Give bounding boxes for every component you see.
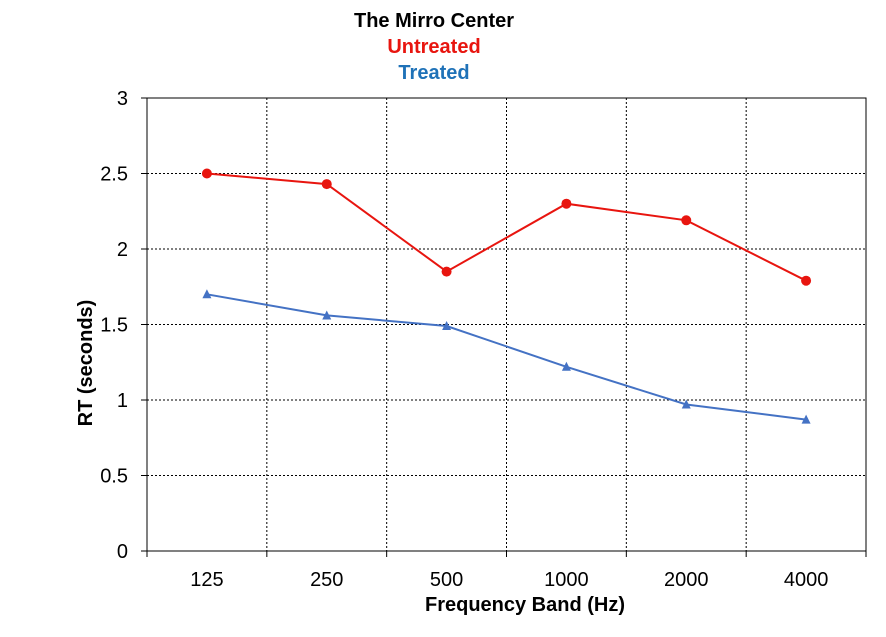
grid-layer (147, 98, 866, 551)
point-treated (561, 361, 571, 371)
point-untreated (681, 215, 692, 226)
point-untreated (201, 168, 212, 179)
point-treated (442, 321, 452, 331)
y-tick-label: 2 (117, 239, 128, 261)
point-treated (681, 399, 691, 409)
point-treated (322, 310, 332, 320)
y-axis-label: RT (seconds) (75, 300, 97, 427)
x-tick-label: 250 (310, 569, 343, 591)
y-tick-label: 0 (117, 541, 128, 563)
x-tick-label: 500 (430, 569, 463, 591)
y-tick-label: 1 (117, 390, 128, 412)
point-treated (202, 289, 212, 299)
point-untreated (441, 266, 452, 277)
series-line-treated (206, 293, 807, 421)
point-treated (801, 414, 811, 424)
axis-layer (141, 97, 867, 557)
y-tick-label: 0.5 (100, 466, 128, 488)
legend-untreated: Untreated (387, 36, 481, 58)
point-untreated (561, 198, 572, 209)
series-line-untreated (206, 172, 807, 282)
chart-title-block: The Mirro Center Untreated Treated (0, 8, 868, 86)
legend-treated: Treated (398, 62, 470, 84)
label-layer: 0 0.5 1 1.5 2 2.5 3 125 250 500 1000 2000 4000 (100, 88, 828, 591)
chart-title: The Mirro Center (353, 10, 515, 32)
y-tick-label: 2.5 (100, 164, 128, 186)
y-tick-label: 1.5 (100, 315, 128, 337)
y-tick-label: 3 (117, 88, 128, 110)
x-tick-label: 2000 (664, 569, 709, 591)
point-untreated (801, 275, 812, 286)
x-tick-label: 4000 (784, 569, 829, 591)
point-untreated (321, 179, 332, 190)
series-layer (201, 168, 812, 424)
x-tick-label: 125 (190, 569, 223, 591)
x-tick-label: 1000 (544, 569, 589, 591)
x-axis-label: Frequency Band (Hz) (425, 594, 625, 616)
